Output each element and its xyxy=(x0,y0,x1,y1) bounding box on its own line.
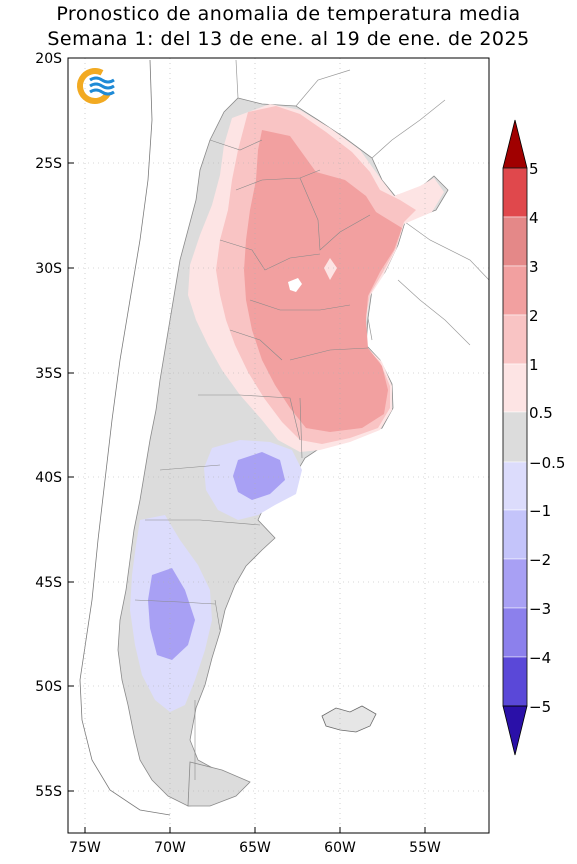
tierra-del-fuego xyxy=(187,761,251,807)
lake-shape xyxy=(288,278,302,292)
chile-coast xyxy=(79,59,171,816)
grid-lines xyxy=(68,58,489,833)
lon-tick-75w: 75W xyxy=(69,840,101,856)
map-title-line1: Pronostico de anomalia de temperatura me… xyxy=(56,3,521,25)
lat-tick-55s: 55S xyxy=(35,784,62,800)
lon-tick-55w: 55W xyxy=(409,840,441,856)
anomaly-diamond xyxy=(324,258,337,280)
anomaly-neg-1-2-south xyxy=(148,568,195,660)
smn-logo-icon xyxy=(77,68,115,104)
colorbar-label: −5 xyxy=(529,698,551,716)
lat-tick-20s: 20S xyxy=(35,51,62,67)
colorbar-label: −3 xyxy=(529,600,551,618)
lat-tick-40s: 40S xyxy=(35,470,62,486)
colorbar-label: 5 xyxy=(529,160,539,178)
anomaly-2-3 xyxy=(244,130,402,432)
lat-tick-45s: 45S xyxy=(35,575,62,591)
colorbar-label: 4 xyxy=(529,209,539,227)
lat-tick-30s: 30S xyxy=(35,261,62,277)
province-borders xyxy=(134,139,371,780)
lat-tick-35s: 35S xyxy=(35,366,62,382)
lon-tick-60w: 60W xyxy=(324,840,356,856)
lon-tick-65w: 65W xyxy=(239,840,271,856)
anomaly-neg-1-2-north xyxy=(233,452,285,500)
map-title-line2: Semana 1: del 13 de ene. al 19 de ene. d… xyxy=(47,28,530,50)
colorbar-label: 2 xyxy=(529,307,539,325)
plot-frame xyxy=(67,57,490,834)
colorbar-arrow-bottom xyxy=(502,705,528,756)
neighbor-borders xyxy=(235,59,489,346)
colorbar-label: −2 xyxy=(529,551,551,569)
lat-tick-50s: 50S xyxy=(35,679,62,695)
colorbar-label: −1 xyxy=(529,502,551,520)
lat-tick-25s: 25S xyxy=(35,156,62,172)
axis-ticks xyxy=(68,57,426,833)
lon-tick-70w: 70W xyxy=(154,840,186,856)
colorbar-label: −0.5 xyxy=(529,454,565,472)
colorbar-arrow-top xyxy=(502,119,528,169)
malvinas-islands xyxy=(321,705,377,733)
colorbar-label: −4 xyxy=(529,649,551,667)
colorbar-label: 1 xyxy=(529,356,539,374)
colorbar-label: 3 xyxy=(529,258,539,276)
colorbar xyxy=(502,119,528,756)
colorbar-label: 0.5 xyxy=(529,404,553,422)
